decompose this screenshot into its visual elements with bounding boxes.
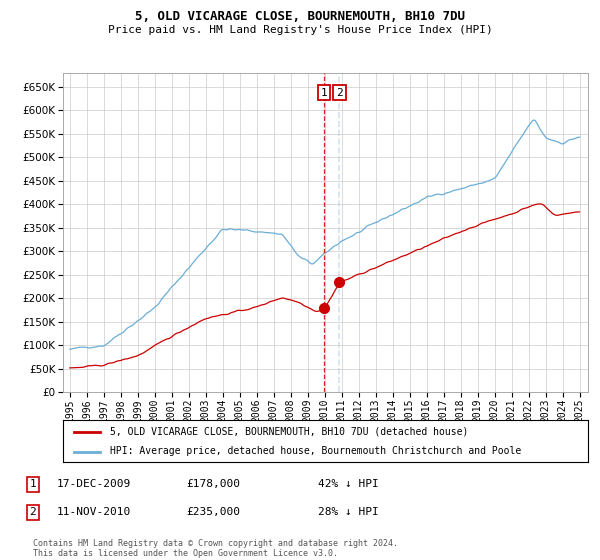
Text: 5, OLD VICARAGE CLOSE, BOURNEMOUTH, BH10 7DU (detached house): 5, OLD VICARAGE CLOSE, BOURNEMOUTH, BH10… xyxy=(110,427,469,437)
Text: 42% ↓ HPI: 42% ↓ HPI xyxy=(318,479,379,489)
Text: HPI: Average price, detached house, Bournemouth Christchurch and Poole: HPI: Average price, detached house, Bour… xyxy=(110,446,521,456)
Text: 11-NOV-2010: 11-NOV-2010 xyxy=(57,507,131,517)
Text: 1: 1 xyxy=(320,87,328,97)
Text: £235,000: £235,000 xyxy=(186,507,240,517)
Text: 2: 2 xyxy=(336,87,343,97)
Text: 2: 2 xyxy=(29,507,37,517)
Text: Contains HM Land Registry data © Crown copyright and database right 2024.: Contains HM Land Registry data © Crown c… xyxy=(33,539,398,548)
Text: 1: 1 xyxy=(29,479,37,489)
Text: This data is licensed under the Open Government Licence v3.0.: This data is licensed under the Open Gov… xyxy=(33,549,338,558)
Text: 17-DEC-2009: 17-DEC-2009 xyxy=(57,479,131,489)
Text: £178,000: £178,000 xyxy=(186,479,240,489)
Text: 5, OLD VICARAGE CLOSE, BOURNEMOUTH, BH10 7DU: 5, OLD VICARAGE CLOSE, BOURNEMOUTH, BH10… xyxy=(135,10,465,23)
Text: Price paid vs. HM Land Registry's House Price Index (HPI): Price paid vs. HM Land Registry's House … xyxy=(107,25,493,35)
Text: 28% ↓ HPI: 28% ↓ HPI xyxy=(318,507,379,517)
